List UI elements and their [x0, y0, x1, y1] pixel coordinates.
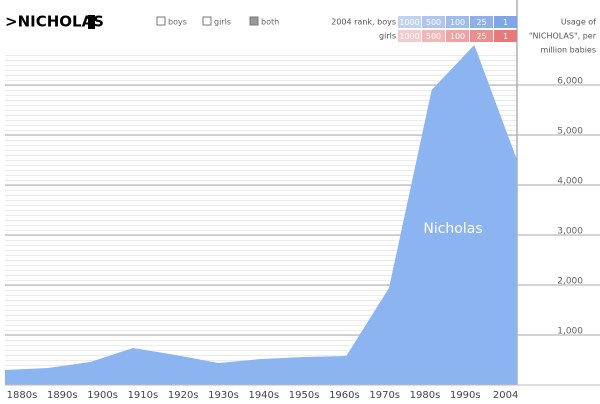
rank-box[interactable]	[446, 30, 469, 42]
y-tick-label: 6,000	[557, 77, 583, 87]
checkbox-label[interactable]: girls	[214, 18, 231, 27]
rank-box[interactable]	[494, 30, 517, 42]
rank-box[interactable]	[446, 16, 469, 28]
x-tick-label: 1900s	[87, 390, 118, 401]
y-tick-label: 5,000	[557, 127, 583, 137]
checkbox-label[interactable]: boys	[168, 18, 187, 27]
x-tick-label: 1890s	[47, 390, 78, 401]
x-tick-label: 1970s	[369, 390, 400, 401]
x-tick-label: 1990s	[450, 390, 481, 401]
x-tick-label: 1930s	[208, 390, 239, 401]
rank-value[interactable]: 100	[450, 32, 465, 41]
rank-box[interactable]	[470, 16, 493, 28]
checkbox[interactable]	[156, 16, 166, 26]
series-label: Nicholas	[423, 221, 482, 237]
x-tick-label: 1880s	[7, 390, 38, 401]
usage-label: million babies	[540, 46, 596, 55]
y-tick-label: 2,000	[557, 277, 583, 287]
rank-value[interactable]: 100	[450, 18, 465, 27]
rank-box[interactable]	[422, 16, 445, 28]
rank-value[interactable]: 1000	[399, 18, 419, 27]
area	[5, 45, 517, 385]
rank-value[interactable]: 1	[503, 32, 508, 41]
x-tick-label: 2004	[493, 390, 518, 401]
x-tick-label: 1950s	[289, 390, 320, 401]
rank-label: 2004 rank, boys	[331, 18, 396, 27]
checkbox[interactable]	[202, 16, 212, 26]
rank-value[interactable]: 1	[503, 18, 508, 27]
rank-value[interactable]: 1000	[399, 32, 419, 41]
x-tick-label: 1980s	[410, 390, 441, 401]
usage-label: Usage of	[561, 18, 596, 27]
rank-label: girls	[379, 32, 396, 41]
rank-box[interactable]	[422, 30, 445, 42]
checkbox-label[interactable]: both	[261, 18, 279, 27]
rank-value[interactable]: 25	[476, 32, 486, 41]
rank-box[interactable]	[494, 16, 517, 28]
rank-value[interactable]: 500	[426, 32, 441, 41]
y-tick-label: 3,000	[557, 227, 583, 237]
x-tick-label: 1920s	[168, 390, 199, 401]
checkbox[interactable]	[249, 16, 259, 26]
name-title: >NICHOLAS	[5, 13, 104, 31]
x-tick-label: 1940s	[248, 390, 279, 401]
y-tick-label: 4,000	[557, 177, 583, 187]
usage-label: "NICHOLAS", per	[529, 32, 597, 41]
y-tick-label: 1,000	[557, 327, 583, 337]
rank-box[interactable]	[470, 30, 493, 42]
rank-value[interactable]: 500	[426, 18, 441, 27]
rank-value[interactable]: 25	[476, 18, 486, 27]
x-tick-label: 1910s	[128, 390, 159, 401]
rank-box[interactable]	[398, 16, 421, 28]
cursor	[88, 15, 95, 29]
rank-box[interactable]	[398, 30, 421, 42]
x-tick-label: 1960s	[329, 390, 360, 401]
